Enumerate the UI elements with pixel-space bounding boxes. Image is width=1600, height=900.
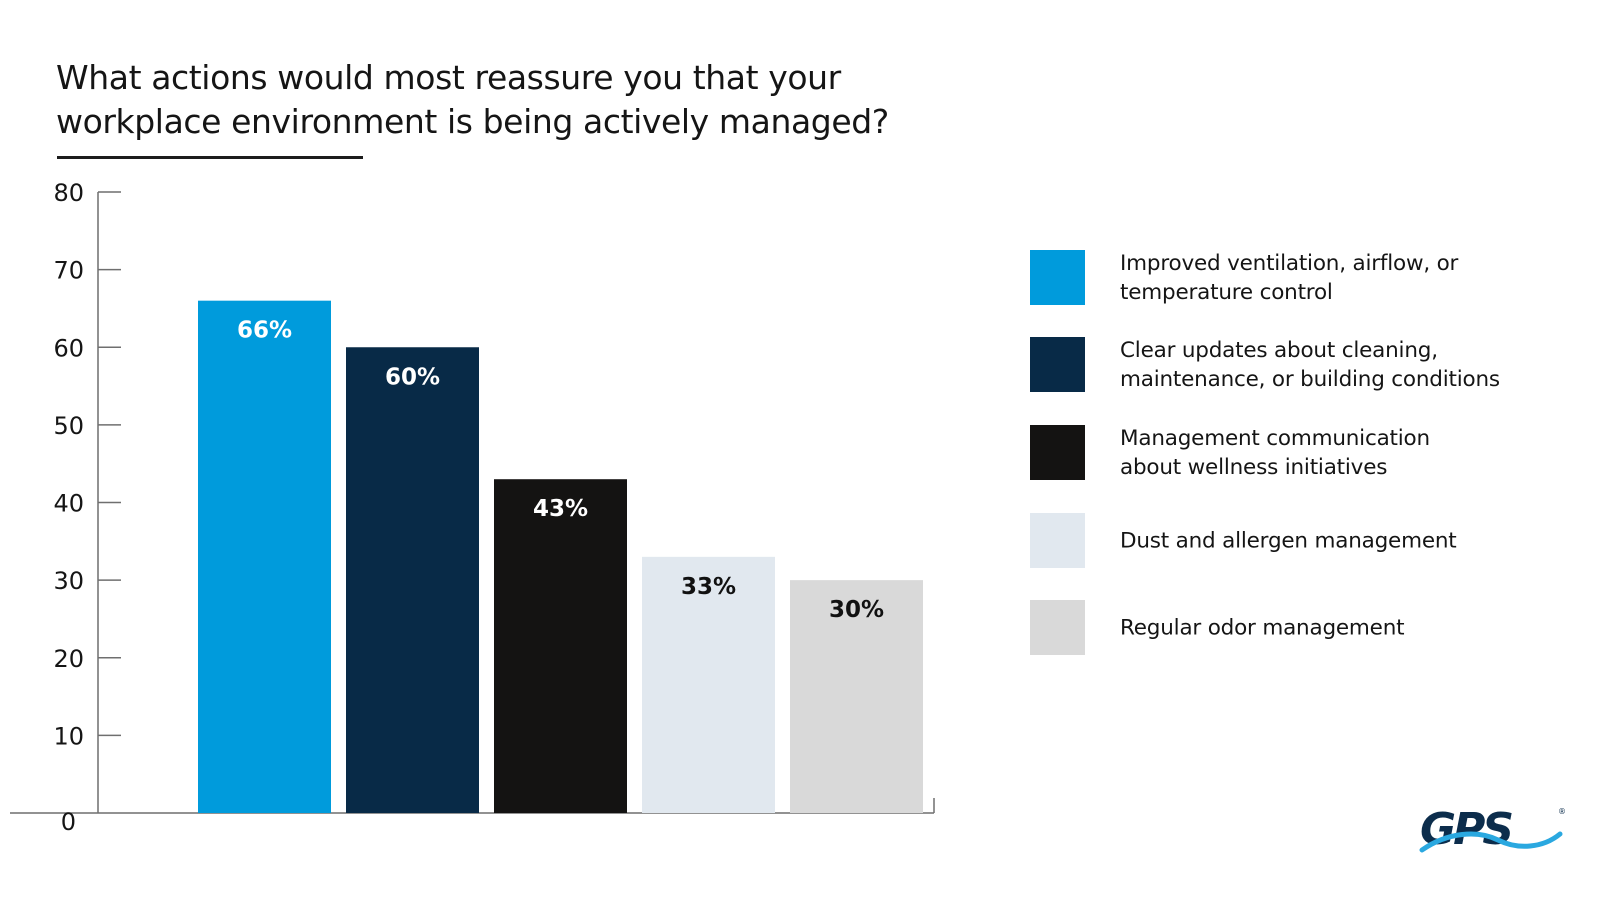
chart-title: What actions would most reassure you tha…	[56, 56, 956, 144]
legend-label-line: temperature control	[1120, 279, 1333, 305]
logo-wave-icon	[1419, 831, 1563, 853]
legend-label-line: maintenance, or building conditions	[1120, 366, 1500, 392]
y-tick-label: 20	[53, 645, 84, 673]
legend-swatch	[1030, 513, 1085, 568]
legend-item: Regular odor management	[1030, 600, 1590, 655]
legend-item: Management communication about wellness …	[1030, 425, 1590, 480]
legend-label-line: about wellness initiatives	[1120, 454, 1388, 480]
legend-label-line: Regular odor management	[1120, 615, 1405, 640]
legend-label-line: Clear updates about cleaning,	[1120, 337, 1438, 363]
bar-data-label: 43%	[533, 496, 588, 522]
legend-swatch	[1030, 250, 1085, 305]
legend-item: Improved ventilation, airflow, or temper…	[1030, 250, 1590, 305]
legend-label: Improved ventilation, airflow, or temper…	[1120, 249, 1458, 307]
logo-wordmark: GPS	[1420, 804, 1512, 855]
bars	[198, 300, 923, 813]
bar-data-label: 30%	[829, 597, 884, 623]
legend-swatch	[1030, 425, 1085, 480]
y-tick-label: 10	[53, 722, 84, 750]
y-tick-label: 70	[53, 257, 84, 285]
y-tick-label: 60	[53, 334, 84, 362]
bar-data-label: 33%	[681, 574, 736, 600]
legend-label-line: Improved ventilation, airflow, or	[1120, 250, 1459, 276]
legend-label: Regular odor management	[1120, 613, 1405, 642]
legend-label: Clear updates about cleaning, maintenanc…	[1120, 336, 1500, 394]
bar	[790, 580, 923, 813]
bar	[642, 556, 775, 813]
y-tick-label: 30	[53, 567, 84, 595]
legend-item: Clear updates about cleaning, maintenanc…	[1030, 337, 1590, 392]
gps-logo: GPS ®	[1419, 804, 1566, 855]
title-underline	[57, 156, 363, 159]
legend-label: Dust and allergen management	[1120, 526, 1457, 555]
registered-mark-icon: ®	[1558, 807, 1566, 816]
axes: 0 10 20 30 40 50 60 70 80	[10, 179, 935, 836]
y-tick-label: 50	[53, 412, 84, 440]
bar	[494, 479, 627, 813]
chart-title-line-2: workplace environment is being actively …	[56, 102, 889, 141]
bar-data-labels: 66% 60% 43% 33% 30%	[237, 318, 884, 623]
y-tick-label: 0	[61, 808, 76, 836]
legend-label: Management communication about wellness …	[1120, 424, 1430, 482]
legend-swatch	[1030, 600, 1085, 655]
legend-label-line: Dust and allergen management	[1120, 528, 1457, 553]
chart-title-line-1: What actions would most reassure you tha…	[56, 58, 841, 97]
legend-label-line: Management communication	[1120, 425, 1430, 451]
y-tick-label: 80	[53, 179, 84, 207]
bar-chart: 0 10 20 30 40 50 60 70 80 66% 60% 43% 33% 30%	[10, 179, 935, 836]
bar	[346, 347, 479, 813]
bar-data-label: 60%	[385, 364, 440, 390]
bar	[198, 300, 331, 813]
bar-data-label: 66%	[237, 318, 292, 344]
legend-item: Dust and allergen management	[1030, 513, 1590, 568]
legend-swatch	[1030, 337, 1085, 392]
y-tick-label: 40	[53, 490, 84, 518]
